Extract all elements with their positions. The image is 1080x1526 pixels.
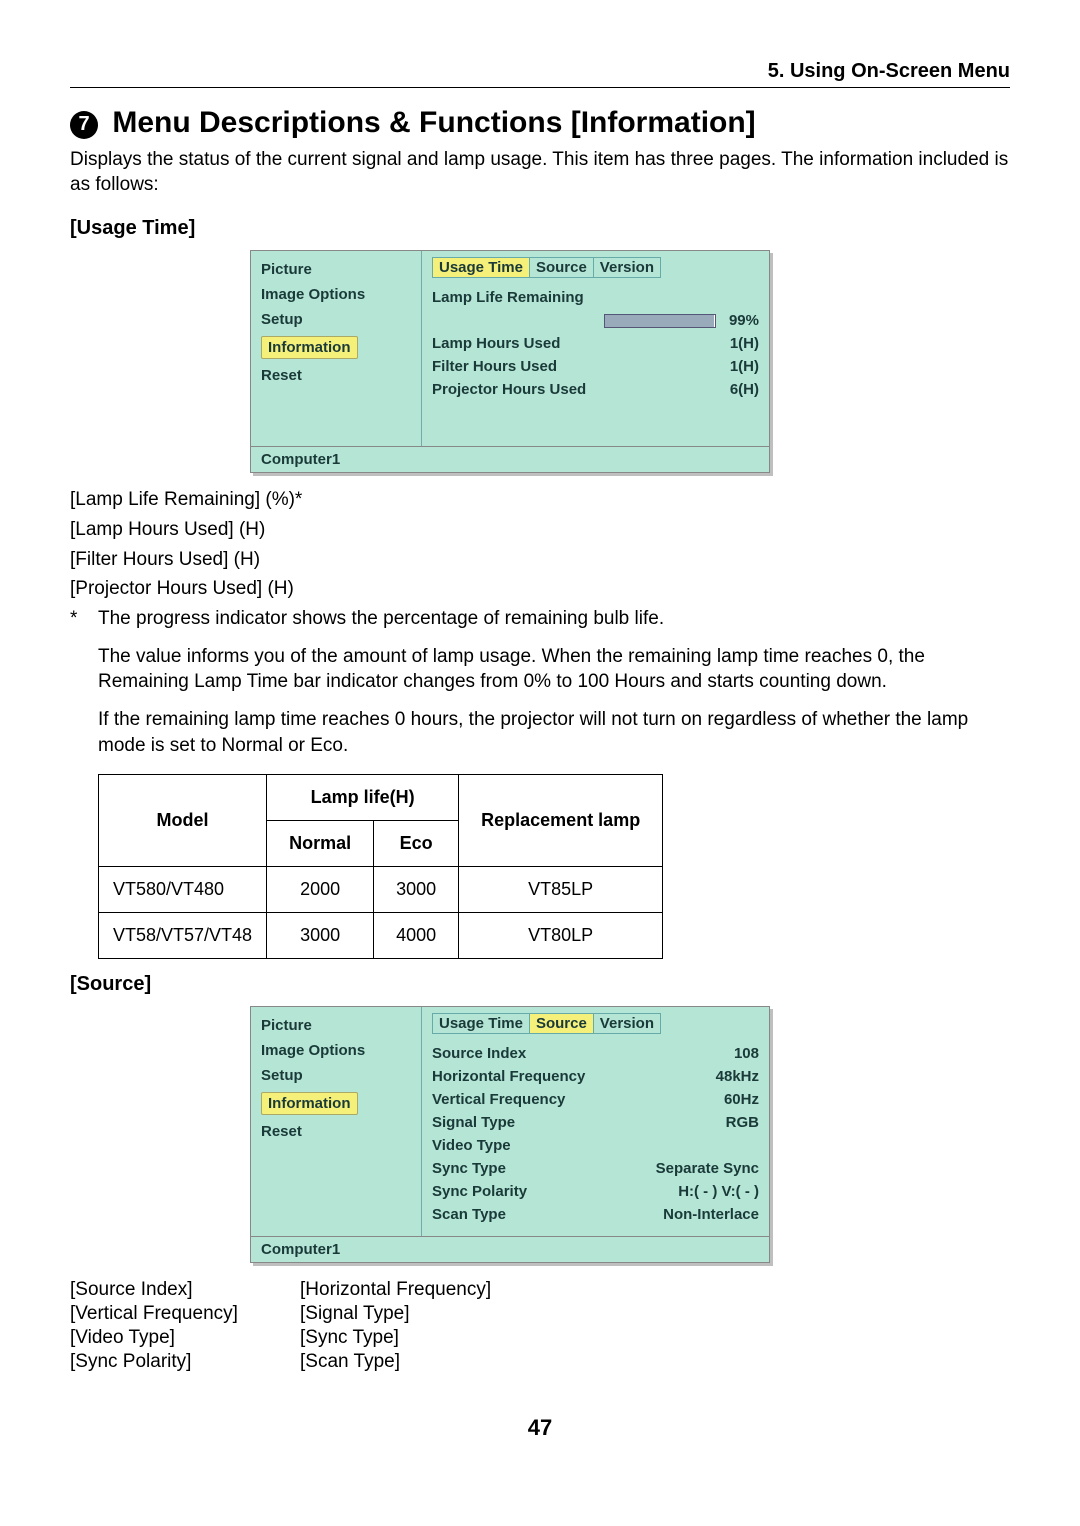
subheading-usage-time: [Usage Time] <box>70 217 1010 240</box>
osd-left-menu: Picture Image Options Setup Information … <box>251 1007 421 1236</box>
progress-bar <box>604 314 716 328</box>
intro-text: Displays the status of the current signa… <box>70 148 1010 197</box>
osd-row: Filter Hours Used 1(H) <box>432 355 759 378</box>
lamp-table: Model Lamp life(H) Replacement lamp Norm… <box>98 774 663 959</box>
table-row: VT58/VT57/VT48 3000 4000 VT80LP <box>99 913 663 959</box>
osd-row: Lamp Hours Used 1(H) <box>432 332 759 355</box>
tab-version: Version <box>593 257 661 278</box>
osd-row: Video Type <box>432 1134 759 1157</box>
footnote-para: If the remaining lamp time reaches 0 hou… <box>98 707 1010 758</box>
th-eco: Eco <box>374 821 459 867</box>
bullet-number: 7 <box>70 111 98 139</box>
th-model: Model <box>99 775 267 867</box>
menu-item-active: Information <box>261 1088 421 1119</box>
osd-label: Projector Hours Used <box>432 381 586 398</box>
osd-row: Vertical Frequency60Hz <box>432 1088 759 1111</box>
table-row: VT580/VT480 2000 3000 VT85LP <box>99 867 663 913</box>
tab-usage-time: Usage Time <box>432 257 530 278</box>
usage-time-lines: [Lamp Life Remaining] (%)* [Lamp Hours U… <box>70 487 1010 602</box>
footnote: * The progress indicator shows the perce… <box>70 606 1010 632</box>
osd-label: Lamp Hours Used <box>432 335 560 352</box>
th-lamp-life: Lamp life(H) <box>267 775 459 821</box>
tab-version: Version <box>593 1013 661 1034</box>
osd-row: Scan TypeNon-Interlace <box>432 1203 759 1226</box>
footnote-para: The value informs you of the amount of l… <box>98 644 1010 695</box>
osd-row: Horizontal Frequency48kHz <box>432 1065 759 1088</box>
subheading-source: [Source] <box>70 973 1010 996</box>
th-replacement: Replacement lamp <box>459 775 663 867</box>
osd-row: Sync TypeSeparate Sync <box>432 1157 759 1180</box>
osd-left-menu: Picture Image Options Setup Information … <box>251 251 421 446</box>
osd-row: Lamp Life Remaining <box>432 286 759 309</box>
menu-item: Picture <box>261 257 421 282</box>
th-normal: Normal <box>267 821 374 867</box>
menu-item-active: Information <box>261 332 421 363</box>
osd-value: 6(H) <box>730 381 759 398</box>
osd-row: Sync PolarityH:( - ) V:( - ) <box>432 1180 759 1203</box>
osd-tabs: Usage TimeSourceVersion <box>432 257 759 278</box>
menu-item: Setup <box>261 307 421 332</box>
menu-item: Reset <box>261 1119 421 1144</box>
tab-source: Source <box>529 257 594 278</box>
osd-tabs: Usage TimeSourceVersion <box>432 1013 759 1034</box>
osd-footer: Computer1 <box>250 1237 770 1263</box>
osd-label: Filter Hours Used <box>432 358 557 375</box>
osd-usage-time: Picture Image Options Setup Information … <box>250 250 770 473</box>
menu-item: Picture <box>261 1013 421 1038</box>
source-terms: [Source Index] [Vertical Frequency] [Vid… <box>70 1277 1010 1375</box>
menu-item: Reset <box>261 363 421 388</box>
rule <box>70 87 1010 88</box>
section-header: 5. Using On-Screen Menu <box>70 60 1010 83</box>
menu-item: Image Options <box>261 1038 421 1063</box>
osd-value: 1(H) <box>730 335 759 352</box>
title-text: Menu Descriptions & Functions [Informati… <box>112 106 755 139</box>
page-number: 47 <box>70 1415 1010 1441</box>
osd-row: Projector Hours Used 6(H) <box>432 378 759 401</box>
osd-footer: Computer1 <box>250 447 770 473</box>
menu-item: Setup <box>261 1063 421 1088</box>
osd-source: Picture Image Options Setup Information … <box>250 1006 770 1263</box>
osd-row: 99% <box>432 309 759 332</box>
osd-row: Signal TypeRGB <box>432 1111 759 1134</box>
page-title: 7 Menu Descriptions & Functions [Informa… <box>70 106 1010 140</box>
osd-row: Source Index108 <box>432 1042 759 1065</box>
osd-label: Lamp Life Remaining <box>432 289 584 306</box>
tab-usage-time: Usage Time <box>432 1013 530 1034</box>
osd-value: 1(H) <box>730 358 759 375</box>
menu-item: Image Options <box>261 282 421 307</box>
osd-value: 99% <box>604 312 759 329</box>
tab-source: Source <box>529 1013 594 1034</box>
